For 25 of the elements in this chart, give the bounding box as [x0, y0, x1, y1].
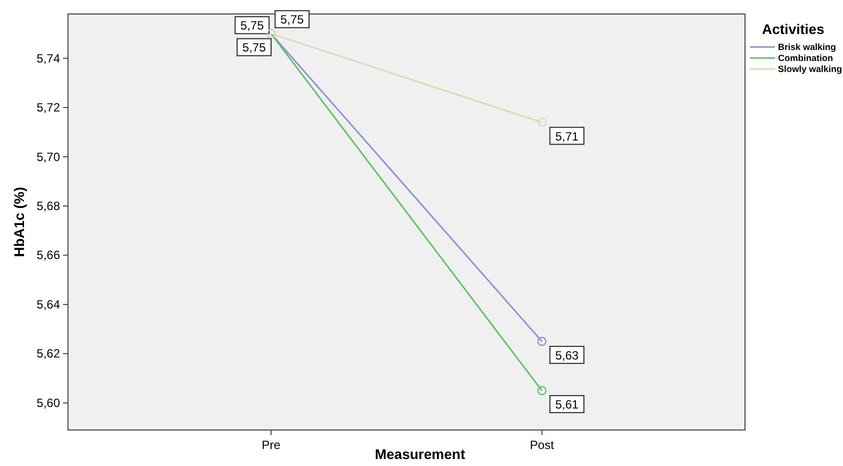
y-tick-label: 5,70 — [36, 150, 60, 164]
x-axis-title: Measurement — [374, 446, 466, 462]
data-label: 5,75 — [280, 12, 304, 27]
y-tick-label: 5,68 — [36, 199, 60, 213]
legend-label: Slowly walking — [778, 64, 842, 74]
point — [537, 336, 546, 346]
x-tick-label: Post — [530, 438, 555, 452]
data-label: 5,61 — [555, 398, 579, 412]
y-tick-label: 5,62 — [36, 346, 60, 361]
legend-label: Brisk walking — [778, 42, 836, 52]
y-tick-label: 5,66 — [36, 248, 60, 262]
y-tick-label: 5,74 — [36, 51, 60, 66]
legend-label: Combination — [778, 53, 833, 63]
point — [537, 386, 546, 396]
y-tick-label: 5,64 — [36, 297, 60, 312]
y-axis-title: HbA1c (%) — [11, 186, 27, 258]
legend-title: Activities — [762, 21, 824, 37]
y-tick-label: 5,72 — [36, 100, 60, 115]
data-label: 5,63 — [555, 348, 579, 362]
point — [537, 118, 546, 127]
x-tick-label: Pre — [262, 438, 281, 452]
data-label: 5,75 — [240, 18, 264, 33]
data-label: 5,71 — [555, 129, 579, 144]
y-tick-label: 5,60 — [36, 396, 60, 410]
data-label: 5,75 — [242, 40, 266, 55]
